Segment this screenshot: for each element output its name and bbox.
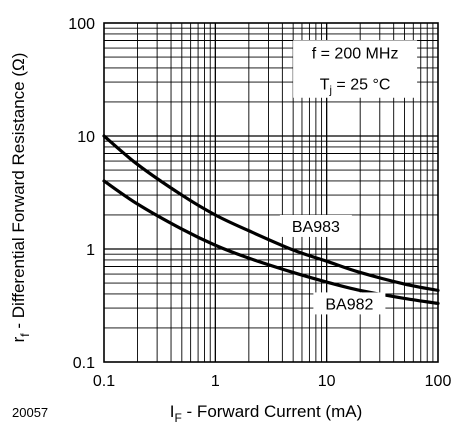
x-axis-title-text: - Forward Current (mA) [182, 402, 362, 421]
x-tick-label: 100 [425, 373, 452, 390]
y-axis-title-subscript: f [18, 333, 32, 337]
annotation-frequency: f = 200 MHz [312, 45, 399, 62]
series-label-ba982: BA982 [325, 296, 373, 313]
series-label-background-ba982 [313, 292, 386, 315]
y-tick-labels: 0.1 1 10 100 [68, 16, 95, 372]
y-tick-label: 1 [86, 242, 95, 259]
x-tick-label: 1 [211, 373, 220, 390]
series-line-ba983 [102, 134, 440, 293]
annotation-temperature: Tj = 25 °C [320, 77, 391, 97]
annotation-background [293, 40, 418, 98]
y-axis-title-symbol: r [9, 336, 28, 342]
series-label-background-ba983 [279, 214, 352, 237]
x-axis-title: IF - Forward Current (mA) [170, 402, 363, 425]
plot-frame [103, 22, 439, 363]
y-axis-title-text: - Differential Forward Resistance (Ω) [9, 53, 28, 334]
x-tick-label: 10 [318, 373, 336, 390]
x-tick-labels: 0.1 1 10 100 [93, 373, 452, 390]
y-tick-label: 10 [77, 129, 95, 146]
x-axis-title-symbol: I [170, 402, 175, 421]
y-tick-label: 0.1 [73, 355, 95, 372]
series-label-ba983: BA983 [292, 219, 340, 236]
x-axis-title-subscript: F [174, 411, 181, 425]
x-tick-label: 0.1 [93, 373, 115, 390]
figure-id: 20057 [12, 405, 48, 420]
annotation-temperature-symbol: T [320, 77, 330, 94]
annotation-temperature-subscript: j [329, 85, 332, 97]
y-axis-title: rf - Differential Forward Resistance (Ω) [9, 53, 32, 343]
y-tick-label: 100 [68, 16, 95, 33]
annotation-temperature-value: = 25 °C [332, 77, 390, 94]
